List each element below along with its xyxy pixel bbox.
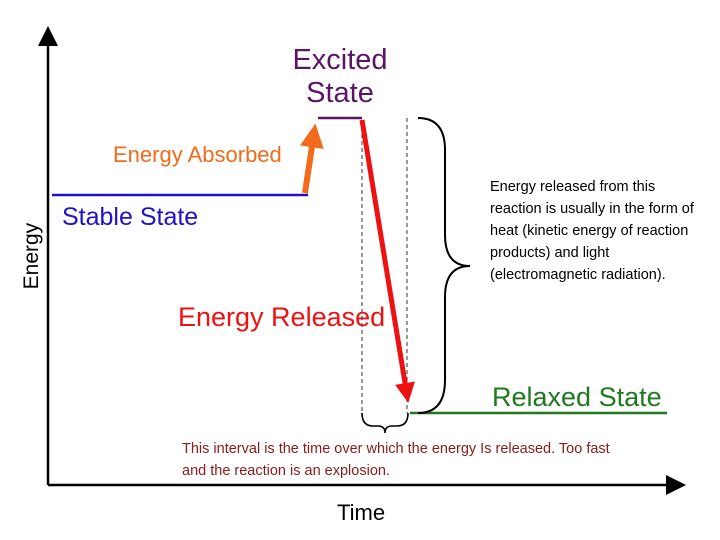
x-axis-label: Time: [337, 500, 386, 525]
energy-released-label: Energy Released: [178, 302, 386, 332]
release-brace: [417, 117, 471, 414]
interval-note: This interval is the time over which the…: [182, 441, 610, 479]
y-axis-label: Energy: [19, 222, 43, 290]
stable-state-label: Stable State: [62, 203, 199, 231]
excited-label-line2: State: [306, 77, 374, 110]
release-form-note: Energy released from this reaction is us…: [490, 179, 694, 283]
energy-absorbed-arrow: [299, 123, 324, 194]
energy-released-arrow: [359, 119, 415, 403]
energy-absorbed-label: Energy Absorbed: [113, 142, 282, 167]
interval-brace: [361, 412, 409, 434]
excited-label-line1: Excited: [292, 44, 388, 76]
relaxed-state-label: Relaxed State: [492, 382, 662, 412]
excited-state-label: Excited State: [290, 44, 390, 111]
